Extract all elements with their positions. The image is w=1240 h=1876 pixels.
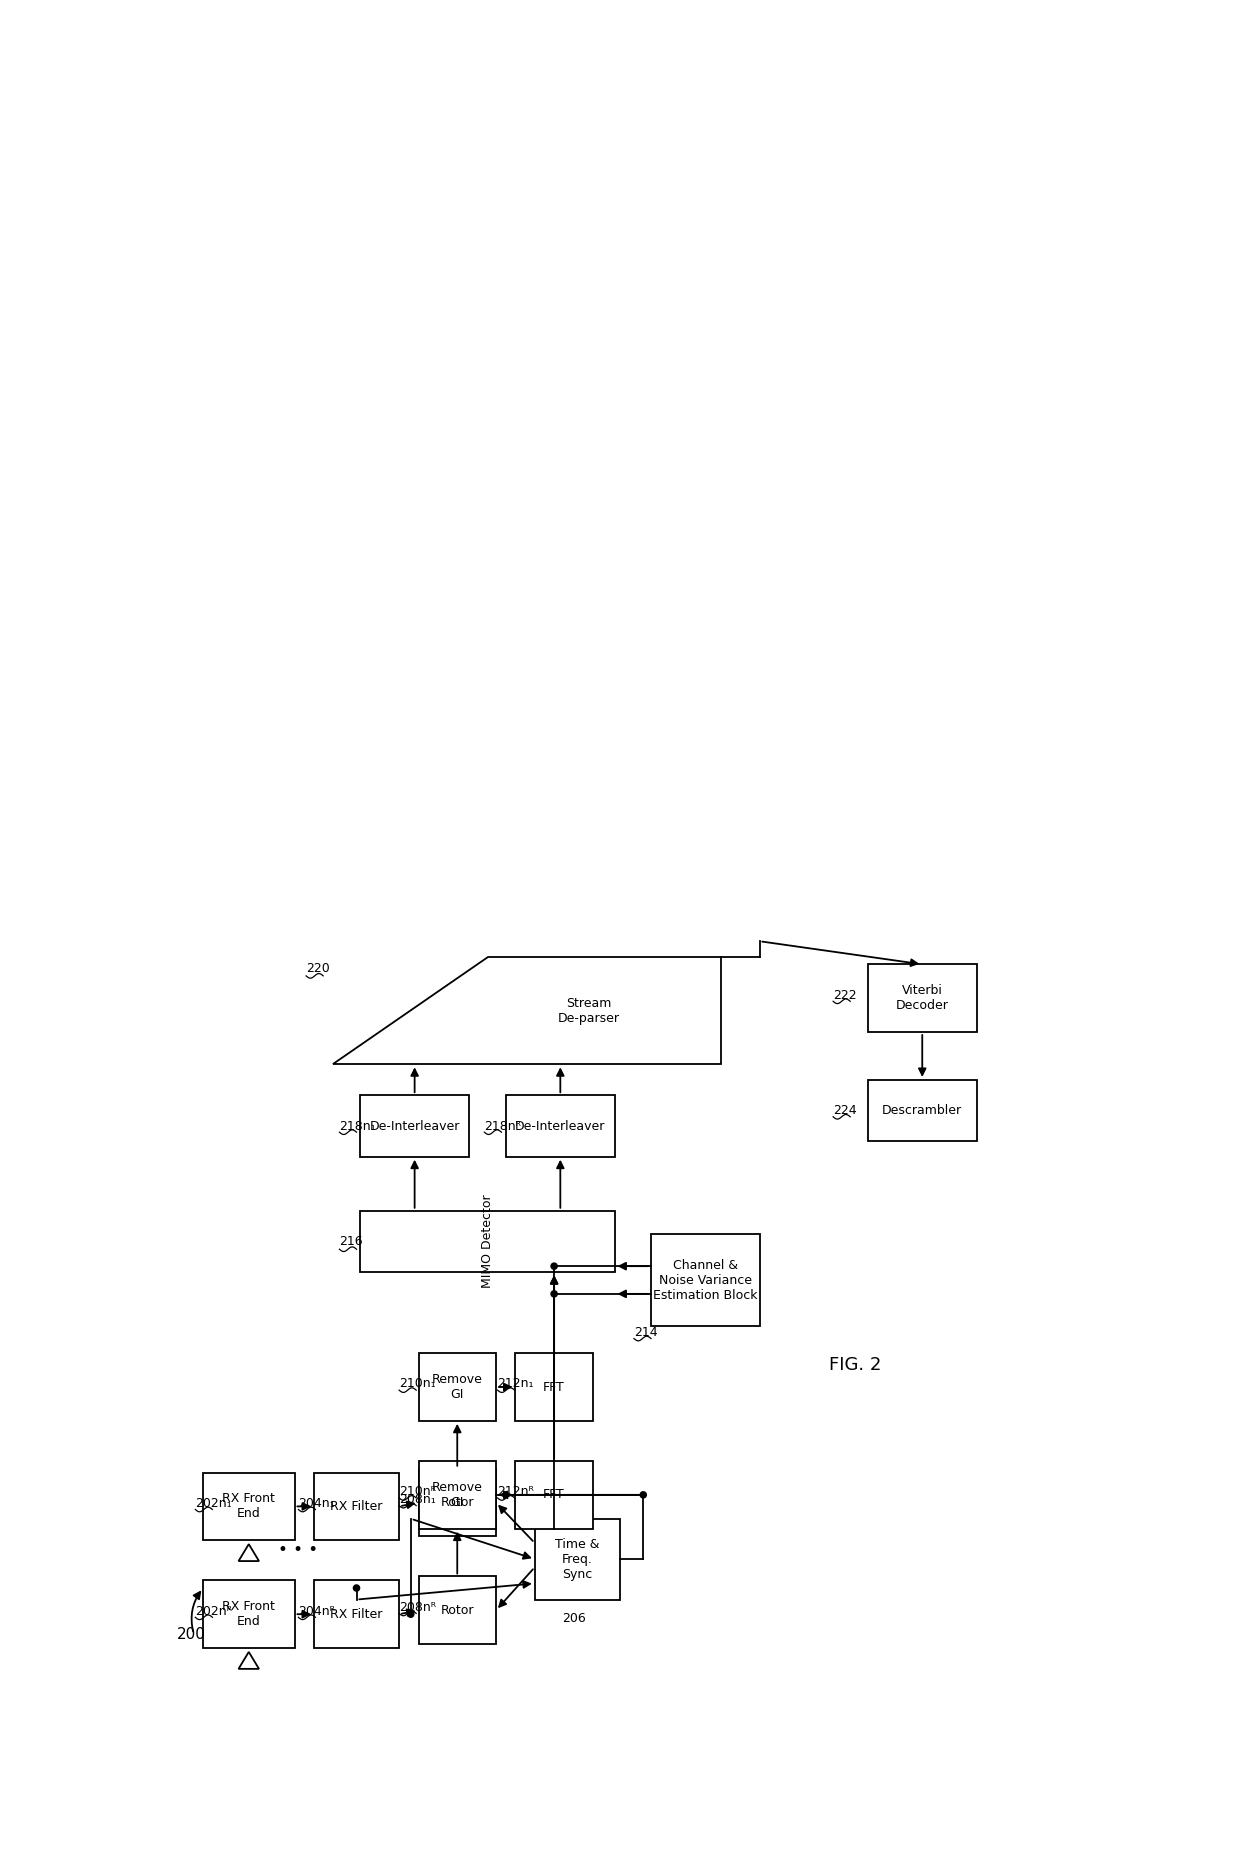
Text: RX Front
End: RX Front End [222,1493,275,1520]
Bar [868,1081,977,1141]
Bar [419,1461,496,1529]
Text: 212n₁: 212n₁ [497,1377,534,1390]
Text: 204nᴿ: 204nᴿ [299,1604,335,1617]
Circle shape [551,1291,557,1296]
Text: 208n₁: 208n₁ [399,1493,436,1506]
Bar [868,964,977,1032]
Bar [419,1469,496,1536]
Text: Descrambler: Descrambler [882,1105,962,1116]
Text: 222: 222 [833,989,857,1002]
Text: 202n₁: 202n₁ [196,1497,232,1510]
Circle shape [408,1611,414,1617]
Circle shape [353,1585,360,1591]
Text: De-Interleaver: De-Interleaver [515,1120,605,1133]
Bar [516,1353,593,1420]
Text: 216: 216 [340,1234,363,1248]
Bar [203,1473,295,1540]
Bar [651,1234,759,1326]
Text: • • •: • • • [278,1540,319,1559]
Text: Remove
GI: Remove GI [432,1373,482,1401]
Text: RX Filter: RX Filter [330,1501,383,1512]
Text: Remove
GI: Remove GI [432,1480,482,1508]
Bar [419,1576,496,1643]
Text: FFT: FFT [543,1381,565,1394]
Polygon shape [334,957,720,1064]
Text: Time &
Freq.
Sync: Time & Freq. Sync [556,1538,600,1581]
Text: 224: 224 [833,1105,857,1116]
Bar [419,1353,496,1420]
Bar [314,1580,399,1649]
Text: Rotor: Rotor [440,1495,474,1508]
Bar [314,1473,399,1540]
Text: 210n₁: 210n₁ [399,1377,435,1390]
Text: 210nᴿ: 210nᴿ [399,1486,436,1499]
Text: 208nᴿ: 208nᴿ [399,1600,436,1613]
Bar [534,1520,620,1600]
Text: 218nᴿ: 218nᴿ [485,1120,521,1133]
Text: Stream
De-parser: Stream De-parser [558,996,620,1024]
Text: 212nᴿ: 212nᴿ [497,1486,534,1499]
Bar [203,1580,295,1649]
Text: RX Filter: RX Filter [330,1608,383,1621]
Bar [516,1461,593,1529]
Bar [361,1210,615,1272]
Text: 202nᴿ: 202nᴿ [196,1604,232,1617]
Text: 220: 220 [306,962,330,976]
Text: Channel &
Noise Variance
Estimation Block: Channel & Noise Variance Estimation Bloc… [653,1259,758,1302]
Circle shape [551,1263,557,1270]
Text: 200: 200 [176,1626,206,1642]
Text: Rotor: Rotor [440,1604,474,1617]
Text: RX Front
End: RX Front End [222,1600,275,1628]
Text: FIG. 2: FIG. 2 [830,1356,882,1373]
Bar [361,1096,469,1157]
Circle shape [640,1491,646,1497]
Text: Viterbi
Decoder: Viterbi Decoder [895,985,949,1013]
Text: MIMO Detector: MIMO Detector [481,1195,494,1289]
Text: FFT: FFT [543,1488,565,1501]
Text: 218n₁: 218n₁ [340,1120,376,1133]
Bar [506,1096,615,1157]
Text: 206: 206 [562,1611,585,1625]
Text: 204n₁: 204n₁ [299,1497,335,1510]
Text: De-Interleaver: De-Interleaver [370,1120,460,1133]
Text: 214: 214 [634,1326,657,1339]
